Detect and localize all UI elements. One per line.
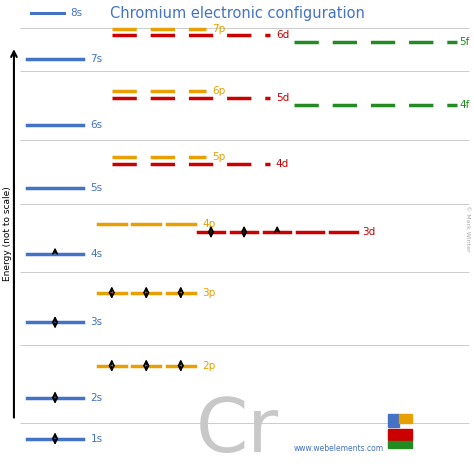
Text: 2p: 2p — [202, 361, 215, 371]
Text: 2s: 2s — [91, 392, 102, 402]
Text: 4s: 4s — [91, 249, 102, 259]
Text: © Mark Winter: © Mark Winter — [465, 205, 470, 252]
Text: www.webelements.com: www.webelements.com — [293, 444, 383, 453]
Text: Cr: Cr — [195, 395, 279, 468]
Bar — [388, 414, 399, 427]
Text: 8s: 8s — [71, 8, 83, 18]
Text: 7s: 7s — [91, 54, 102, 64]
Bar — [399, 414, 412, 423]
Text: 6s: 6s — [91, 120, 102, 130]
Bar — [388, 441, 412, 448]
Text: 3d: 3d — [362, 227, 375, 237]
Text: 4d: 4d — [276, 158, 289, 169]
Text: 5f: 5f — [459, 37, 470, 47]
Text: Energy (not to scale): Energy (not to scale) — [3, 186, 12, 281]
Text: 6d: 6d — [276, 30, 289, 40]
Text: 3p: 3p — [202, 288, 215, 298]
Text: 5s: 5s — [91, 183, 102, 193]
Text: 3s: 3s — [91, 317, 102, 328]
Text: 4f: 4f — [459, 100, 470, 109]
Text: 6p: 6p — [212, 86, 226, 96]
Text: 1s: 1s — [91, 434, 102, 444]
Text: 7p: 7p — [212, 24, 226, 34]
Text: 5d: 5d — [276, 93, 289, 103]
Text: 4p: 4p — [202, 219, 215, 229]
Bar — [388, 428, 412, 440]
Text: 5p: 5p — [212, 152, 226, 162]
Text: Chromium electronic configuration: Chromium electronic configuration — [109, 6, 365, 20]
